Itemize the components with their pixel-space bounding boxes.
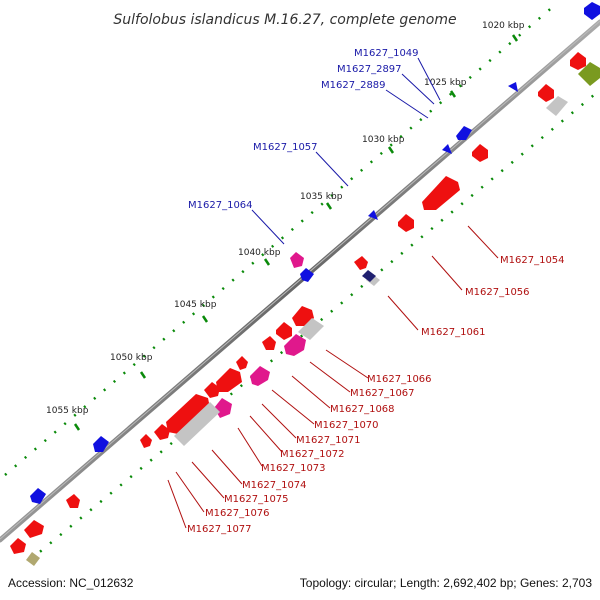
gene-arrow	[216, 368, 242, 392]
top-labels: M1627_1049 M1627_2897 M1627_2889 M1627_1…	[188, 48, 419, 211]
gene-arrow	[284, 334, 306, 356]
gene-arrow	[584, 2, 600, 20]
gene-arrow	[204, 382, 220, 398]
gene-label[interactable]: M1627_1070	[314, 420, 379, 431]
kbp-label: 1025 kbp	[424, 78, 467, 88]
genome-summary: Topology: circular; Length: 2,692,402 bp…	[300, 576, 593, 590]
gene-arrow	[30, 488, 46, 504]
gene-arrow	[154, 424, 170, 440]
gene-arrow	[398, 214, 414, 232]
gene-arrow	[300, 268, 314, 282]
gene-arrow	[262, 336, 276, 350]
gene-block-navy	[362, 270, 376, 282]
gene-label[interactable]: M1627_1064	[188, 200, 253, 211]
gene-label[interactable]: M1627_1076	[205, 508, 270, 519]
kbp-label: 1040 kbp	[238, 248, 281, 258]
gene-label[interactable]: M1627_1077	[187, 524, 252, 535]
gene-block	[174, 402, 220, 446]
gene-label[interactable]: M1627_2897	[337, 64, 402, 75]
gene-arrow	[236, 356, 248, 370]
gene-label[interactable]: M1627_1068	[330, 404, 395, 415]
gene-label[interactable]: M1627_1075	[224, 494, 289, 505]
kbp-label: 1035 kbp	[300, 192, 343, 202]
gene-label[interactable]: M1627_1071	[296, 435, 361, 446]
major-ticks	[73, 34, 519, 431]
gene-arrow	[422, 176, 460, 210]
gene-label[interactable]: M1627_1073	[261, 463, 326, 474]
gene-arrow	[368, 210, 378, 220]
gene-label[interactable]: M1627_2889	[321, 80, 386, 91]
gene-label[interactable]: M1627_1057	[253, 142, 318, 153]
gene-label[interactable]: M1627_1072	[280, 449, 345, 460]
gene-arrow	[166, 394, 210, 434]
gene-arrow	[570, 52, 586, 70]
gene-block	[298, 318, 324, 340]
reverse-strand-genes	[10, 52, 586, 554]
gene-arrow	[250, 366, 270, 386]
gene-arrow	[354, 256, 368, 270]
gene-arrow	[66, 494, 80, 508]
gene-label[interactable]: M1627_1061	[421, 327, 486, 338]
gene-arrow	[538, 84, 554, 102]
gene-block-khaki	[26, 552, 40, 566]
gene-arrow	[24, 520, 44, 538]
gene-label[interactable]: M1627_1066	[367, 374, 432, 385]
gene-arrow	[93, 436, 109, 452]
gene-label[interactable]: M1627_1049	[354, 48, 419, 59]
gene-arrow	[292, 306, 314, 326]
gene-label[interactable]: M1627_1054	[500, 255, 565, 266]
map-title: Sulfolobus islandicus M.16.27, complete …	[113, 12, 456, 28]
bottom-leader-lines	[167, 225, 499, 529]
pseudo-genes	[174, 96, 568, 446]
gene-label[interactable]: M1627_1067	[350, 388, 415, 399]
gene-block-olive	[578, 62, 600, 86]
gene-block	[546, 96, 568, 116]
gene-arrow	[140, 434, 152, 448]
kbp-label: 1020 kbp	[482, 21, 525, 31]
kbp-label: 1030 kbp	[362, 135, 405, 145]
gene-arrow	[442, 144, 452, 154]
gene-arrow	[472, 144, 488, 162]
gene-arrow	[10, 538, 26, 554]
backbone-highlight	[0, 20, 600, 540]
rna-genes	[214, 252, 306, 418]
kbp-label: 1050 kbp	[110, 353, 153, 363]
genome-backbone	[0, 19, 600, 543]
gene-label[interactable]: M1627_1056	[465, 287, 530, 298]
kbp-labels: 1020 kbp 1025 kbp 1030 kbp 1035 kbp 1040…	[46, 21, 525, 416]
gene-arrow	[508, 82, 518, 92]
kbp-label: 1055 kbp	[46, 406, 89, 416]
gene-arrow	[276, 322, 292, 340]
top-leader-lines	[251, 57, 441, 245]
gene-arrow	[290, 252, 304, 268]
bottom-labels: M1627_1054 M1627_1056 M1627_1061 M1627_1…	[187, 255, 565, 535]
kbp-label: 1045 kbp	[174, 300, 217, 310]
gene-arrow	[456, 126, 472, 140]
gene-label[interactable]: M1627_1074	[242, 480, 307, 491]
forward-strand-genes	[30, 2, 600, 504]
accession-text: Accession: NC_012632	[8, 576, 134, 590]
